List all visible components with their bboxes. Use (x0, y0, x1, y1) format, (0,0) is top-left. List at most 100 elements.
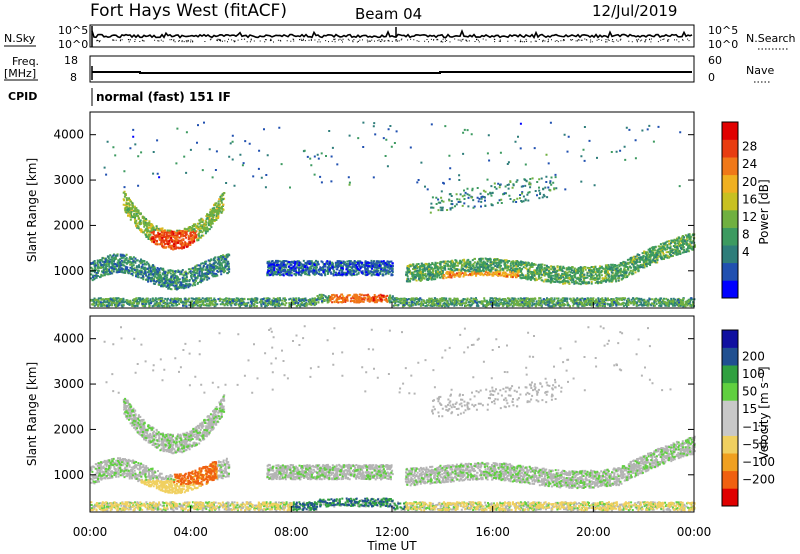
ground-scatter (330, 294, 385, 304)
cluster-scatter (430, 175, 558, 212)
colorbar-swatch (722, 262, 738, 281)
colorbar-swatch (722, 122, 738, 140)
velocity-panel: 4000 3000 2000 1000 00:00 04:00 08:00 12:00 16:… (25, 302, 711, 553)
colorbar-swatch (722, 453, 738, 472)
nsky-tick-top: 10^5 (58, 24, 88, 37)
y-tick-label: 4000 (53, 332, 84, 346)
colorbar-swatch (722, 347, 738, 366)
band3-scatter (406, 236, 696, 285)
freq-strip: Freq. [MHz] 18 8 60 0 Nave (4, 54, 774, 84)
freq-label-line2: [MHz] (4, 67, 36, 80)
nsearch-label: N.Search (746, 32, 796, 45)
ground-scatter (90, 501, 696, 512)
colorbar-tick-label: −15 (742, 420, 767, 434)
colorbar-swatch (722, 382, 738, 401)
band3-scatter (443, 270, 520, 279)
velocity-ylabel: Slant Range [km] (25, 362, 39, 466)
band1-scatter (173, 461, 218, 486)
band1-scatter (140, 479, 202, 495)
band3-scatter (449, 272, 520, 279)
ground-scatter (99, 297, 693, 308)
nave-tick-bottom: 0 (708, 71, 715, 84)
band1-scatter (90, 253, 230, 291)
colorbar-swatch (722, 157, 738, 176)
nsearch-dots (96, 38, 690, 43)
band1-scatter (90, 457, 231, 485)
nsky-strip: N.Sky 10^5 10^0 10^5 10^0 N.Search (4, 24, 796, 51)
y-tick-label: 3000 (53, 377, 84, 391)
band1-scatter (90, 253, 230, 290)
arc-scatter (150, 230, 198, 251)
arc-scatter (122, 191, 226, 242)
colorbar-tick-label: −50 (742, 437, 767, 451)
band1-scatter (90, 253, 231, 290)
ground-scatter (90, 293, 695, 308)
power-panel: 4000 3000 2000 1000 Slant Range [km] (25, 111, 696, 309)
colorbar-swatch (722, 418, 738, 436)
freq-label-line1: Freq. (12, 55, 39, 68)
colorbar-tick-label: 20 (742, 175, 757, 189)
band3-scatter (405, 437, 696, 490)
y-tick-label: 2000 (53, 218, 84, 232)
nsearch-tick-bottom: 10^0 (708, 38, 738, 51)
nsky-tick-bottom: 10^0 (58, 38, 88, 51)
y-tick-label: 1000 (53, 468, 84, 482)
colorbar-tick-label: 200 (742, 349, 765, 363)
ground-scatter (91, 497, 696, 512)
band2-scatter (266, 260, 394, 277)
colorbar-tick-label: −100 (742, 455, 775, 469)
nsearch-tick-top: 10^5 (708, 24, 738, 37)
x-tick-label: 20:00 (576, 525, 611, 539)
nsky-label: N.Sky (4, 32, 36, 45)
sparse-scatter (105, 121, 682, 191)
x-axis-label: Time UT (366, 539, 417, 553)
x-tick-label: 04:00 (173, 525, 208, 539)
station-title: Fort Hays West (fitACF) (90, 1, 287, 21)
x-tick-label: 00:00 (73, 525, 108, 539)
power-colorbar-label: Power [dB] (757, 179, 771, 244)
colorbar-tick-label: 24 (742, 157, 757, 171)
colorbar-swatch (722, 470, 738, 489)
freq-tick-bottom: 8 (70, 71, 77, 84)
colorbar-tick-label: 4 (742, 245, 750, 259)
colorbar-frame (721, 329, 739, 507)
velocity-y-axis: 4000 3000 2000 1000 (53, 332, 694, 482)
power-y-axis: 4000 3000 2000 1000 (53, 128, 694, 278)
freq-tick-top: 18 (64, 54, 78, 67)
colorbar-tick-label: 15 (742, 402, 757, 416)
nsky-line (91, 29, 693, 39)
cpid-text: normal (fast) 151 IF (96, 90, 231, 104)
colorbar-swatch (722, 174, 738, 193)
sparse-scatter (112, 125, 681, 189)
colorbar-swatch (722, 210, 738, 228)
y-tick-label: 1000 (53, 264, 84, 278)
x-tick-label: 08:00 (274, 525, 309, 539)
power-data (90, 121, 696, 308)
colorbar-tick-label: −200 (742, 473, 775, 487)
nave-label: Nave (746, 64, 774, 77)
power-colorbar: 28 24 20 16 12 8 4 (721, 121, 757, 299)
colorbar-tick-label: 16 (742, 192, 757, 206)
cluster-scatter (431, 176, 557, 210)
y-tick-label: 3000 (53, 173, 84, 187)
freq-trace (91, 66, 692, 80)
nsky-trace (91, 26, 693, 47)
colorbar-swatch (722, 330, 738, 348)
colorbar-tick-label: 12 (742, 210, 757, 224)
band3-scatter (404, 435, 696, 489)
band2-scatter (266, 464, 393, 481)
velocity-data (90, 325, 696, 512)
colorbar-tick-label: 8 (742, 228, 750, 242)
power-ylabel: Slant Range [km] (25, 158, 39, 262)
arc-scatter (150, 230, 196, 249)
colorbar-swatch (722, 245, 738, 264)
velocity-x-axis: 00:00 04:00 08:00 12:00 16:00 20:00 00:00 (73, 302, 711, 539)
nave-tick-top: 60 (708, 54, 722, 67)
beam-label: Beam 04 (355, 5, 422, 23)
ground-scatter (292, 497, 406, 511)
colorbar-swatch (722, 400, 738, 419)
colorbar-swatch (722, 227, 738, 246)
y-tick-label: 2000 (53, 422, 84, 436)
colorbar-frame (721, 121, 739, 299)
